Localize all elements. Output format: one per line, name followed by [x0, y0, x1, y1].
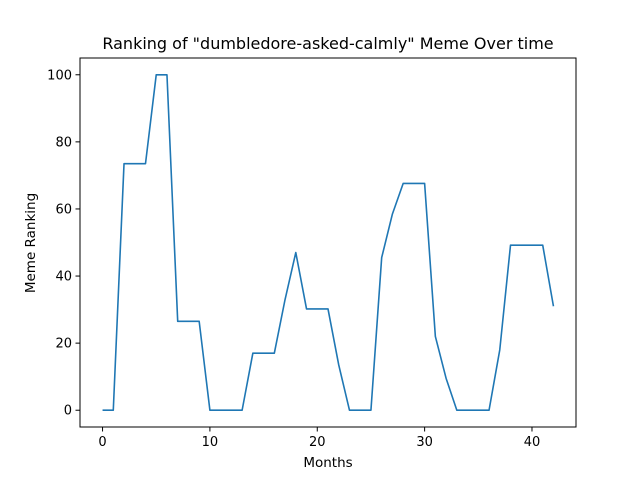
x-tick-label: 20 [309, 435, 326, 450]
y-tick-label: 20 [55, 337, 72, 352]
chart-title: Ranking of "dumbledore-asked-calmly" Mem… [102, 34, 553, 53]
plot-area [102, 73, 555, 412]
x-tick-label: 0 [98, 435, 106, 450]
y-tick-label: 80 [55, 135, 72, 150]
series-line-0 [102, 73, 555, 412]
x-tick-label: 10 [202, 435, 219, 450]
y-tick-label: 60 [55, 202, 72, 217]
y-axis-ticks: 0 20 40 60 80 100 [47, 68, 80, 419]
y-axis-label: Meme Ranking [23, 193, 39, 293]
x-axis-ticks: 0 10 20 30 40 [98, 427, 540, 450]
plot-frame [79, 57, 577, 428]
x-tick-label: 30 [416, 435, 433, 450]
x-tick-label: 40 [524, 435, 541, 450]
y-tick-label: 0 [64, 404, 72, 419]
x-axis-label: Months [303, 455, 352, 471]
y-tick-label: 100 [47, 68, 72, 83]
y-tick-label: 40 [55, 270, 72, 285]
